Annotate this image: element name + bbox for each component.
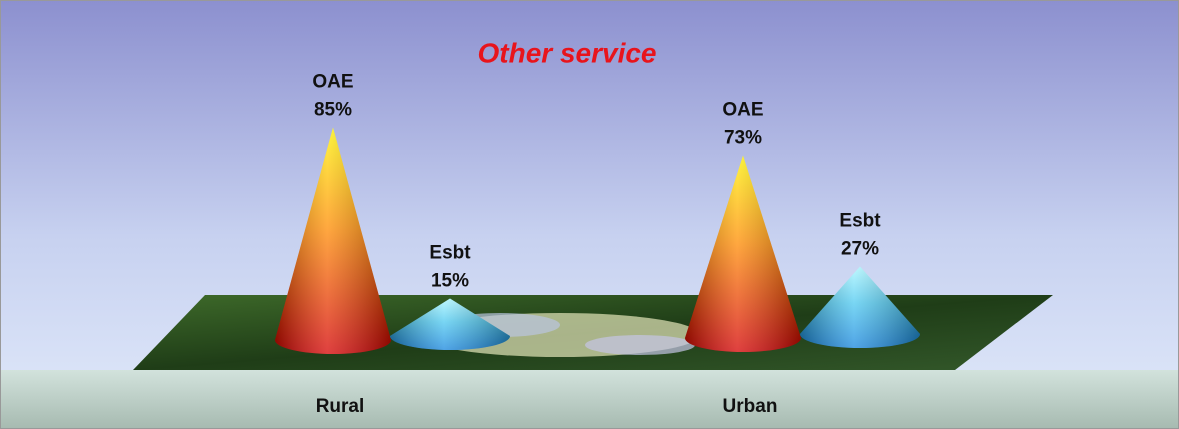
data-label-value: 15% <box>431 271 469 292</box>
data-label-series: OAE <box>722 100 763 121</box>
floor-flowers <box>585 335 695 355</box>
x-tick-label: Urban <box>723 396 778 417</box>
data-label-series: Esbt <box>839 211 881 232</box>
category-band <box>1 370 1178 428</box>
data-label-value: 85% <box>314 100 352 121</box>
data-label-value: 73% <box>724 128 762 149</box>
data-label-series: OAE <box>312 72 353 93</box>
chart-title: Other service <box>478 37 657 68</box>
x-tick-label: Rural <box>316 396 365 417</box>
data-label-value: 27% <box>841 239 879 260</box>
data-label-series: Esbt <box>429 243 471 264</box>
